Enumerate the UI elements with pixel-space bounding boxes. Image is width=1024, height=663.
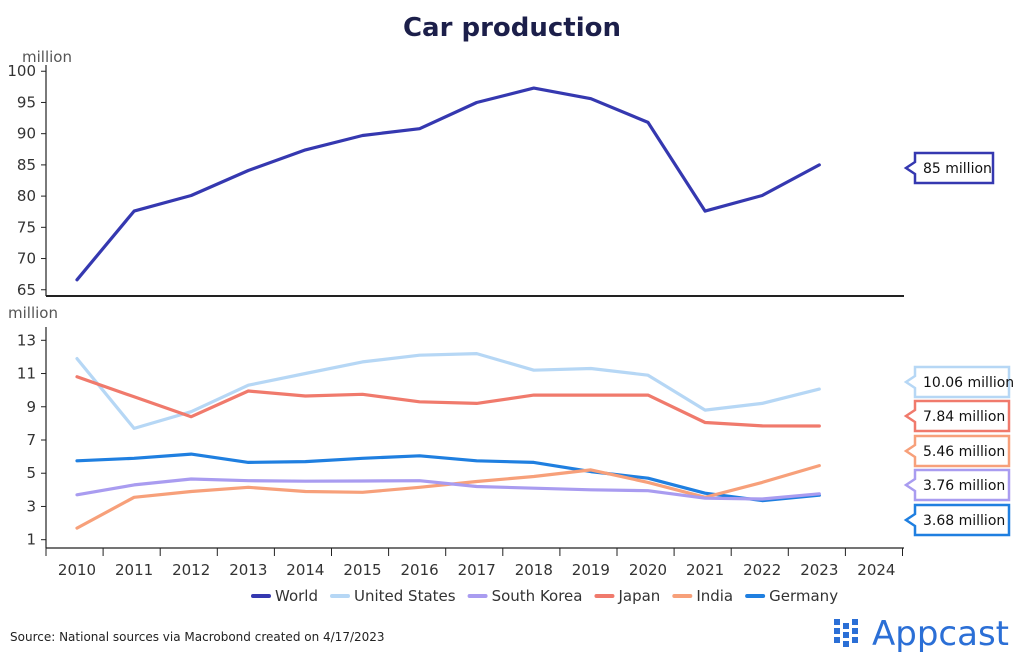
- legend-item-south-korea: South Korea: [467, 587, 583, 605]
- x-tick-label: 2018: [515, 561, 553, 579]
- x-tick-label: 2013: [229, 561, 267, 579]
- x-tick-label: 2014: [286, 561, 324, 579]
- callout-label: 10.06 million: [923, 375, 1014, 391]
- x-tick-label: 2015: [343, 561, 381, 579]
- x-tick-label: 2010: [58, 561, 96, 579]
- y-tick-label: 70: [17, 250, 36, 268]
- y-tick-label: 13: [17, 331, 36, 349]
- lower-unit-label: million: [8, 304, 58, 322]
- x-tick-label: 2019: [572, 561, 610, 579]
- y-tick-label: 9: [26, 398, 36, 416]
- legend-item-united-states: United States: [330, 587, 456, 605]
- series-line-united-states: [75, 352, 821, 430]
- callout-south-korea: 3.76 million: [903, 468, 1011, 502]
- chart-title: Car production: [403, 13, 621, 43]
- legend-item-india: India: [672, 587, 733, 605]
- logo-dot: [843, 641, 849, 647]
- y-tick-label: 3: [26, 497, 36, 515]
- y-tick-label: 85: [17, 156, 36, 174]
- value-callouts: 85 million 10.06 million 7.84 million 5.46 …: [903, 151, 1014, 537]
- y-tick-label: 95: [17, 93, 36, 111]
- x-tick-label: 2012: [172, 561, 210, 579]
- y-tick-label: 80: [17, 187, 36, 205]
- legend-label: South Korea: [492, 587, 583, 605]
- logo-dot: [843, 632, 849, 638]
- logo-dot: [852, 619, 858, 625]
- logo-wordmark: Appcast: [872, 614, 1009, 654]
- y-tick-label: 100: [7, 62, 36, 80]
- logo-dots-icon: [834, 619, 858, 647]
- x-tick-label: 2017: [458, 561, 496, 579]
- legend-label: United States: [354, 587, 456, 605]
- callout-label: 3.68 million: [923, 513, 1005, 529]
- logo-dot: [852, 637, 858, 643]
- legend-item-germany: Germany: [745, 587, 838, 605]
- series-line-japan: [75, 375, 821, 428]
- x-tick-label: 2022: [743, 561, 781, 579]
- callout-label: 5.46 million: [923, 444, 1005, 460]
- legend-label: India: [696, 587, 733, 605]
- series-line-germany: [75, 452, 821, 503]
- logo-dot: [834, 637, 840, 643]
- callout-germany: 3.68 million: [903, 503, 1011, 537]
- logo-dot: [834, 628, 840, 634]
- legend-item-world: World: [251, 587, 318, 605]
- upper-unit-label: million: [22, 48, 72, 66]
- legend: World United States South Korea Japan India G…: [251, 587, 838, 605]
- callout-label: 3.76 million: [923, 478, 1005, 494]
- callout-japan: 7.84 million: [903, 399, 1011, 433]
- legend-label: Japan: [617, 587, 660, 605]
- x-axis: 2010 2011 2012 2013 2014 2015 2016 2017 2018 2019…: [45, 548, 903, 579]
- series-line-south-korea: [75, 477, 821, 501]
- x-tick-label: 2023: [800, 561, 838, 579]
- legend-label: Germany: [769, 587, 838, 605]
- series-line-world: [75, 86, 821, 282]
- x-tick-label: 2024: [857, 561, 895, 579]
- callout-label: 85 million: [923, 161, 992, 177]
- logo-dot: [834, 619, 840, 625]
- y-tick-label: 1: [26, 531, 36, 549]
- y-tick-label: 90: [17, 125, 36, 143]
- legend-item-japan: Japan: [594, 587, 660, 605]
- callout-united-states: 10.06 million: [903, 365, 1014, 399]
- y-tick-label: 11: [17, 365, 36, 383]
- y-tick-label: 65: [17, 281, 36, 299]
- y-tick-label: 5: [26, 464, 36, 482]
- x-tick-label: 2020: [629, 561, 667, 579]
- x-tick-label: 2021: [686, 561, 724, 579]
- appcast-logo: Appcast: [834, 614, 1009, 654]
- source-note: Source: National sources via Macrobond c…: [10, 630, 385, 644]
- y-tick-label: 7: [26, 431, 36, 449]
- callout-label: 7.84 million: [923, 409, 1005, 425]
- y-tick-label: 75: [17, 218, 36, 236]
- callout-india: 5.46 million: [903, 434, 1011, 468]
- x-tick-label: 2016: [401, 561, 439, 579]
- logo-dot: [852, 628, 858, 634]
- x-tick-label: 2011: [115, 561, 153, 579]
- legend-label: World: [275, 587, 318, 605]
- upper-panel: 65 70 75 80 85 90 95 100: [7, 62, 904, 299]
- logo-dot: [843, 623, 849, 629]
- callout-world: 85 million: [903, 151, 995, 185]
